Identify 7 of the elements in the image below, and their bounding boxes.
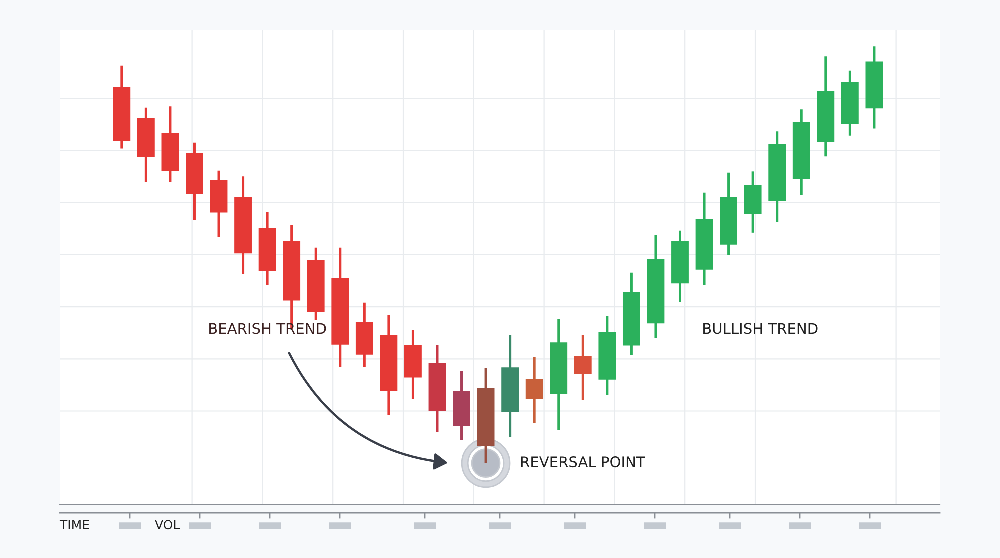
candlestick [526, 356, 544, 425]
annotation: BEARISH TREND [210, 323, 326, 334]
candlestick [574, 334, 592, 402]
annotation: BULLISH TREND [704, 323, 818, 334]
annotation: REVERSAL POINT [521, 456, 646, 468]
text: TIME [60, 520, 90, 530]
text: VOL [155, 520, 180, 530]
